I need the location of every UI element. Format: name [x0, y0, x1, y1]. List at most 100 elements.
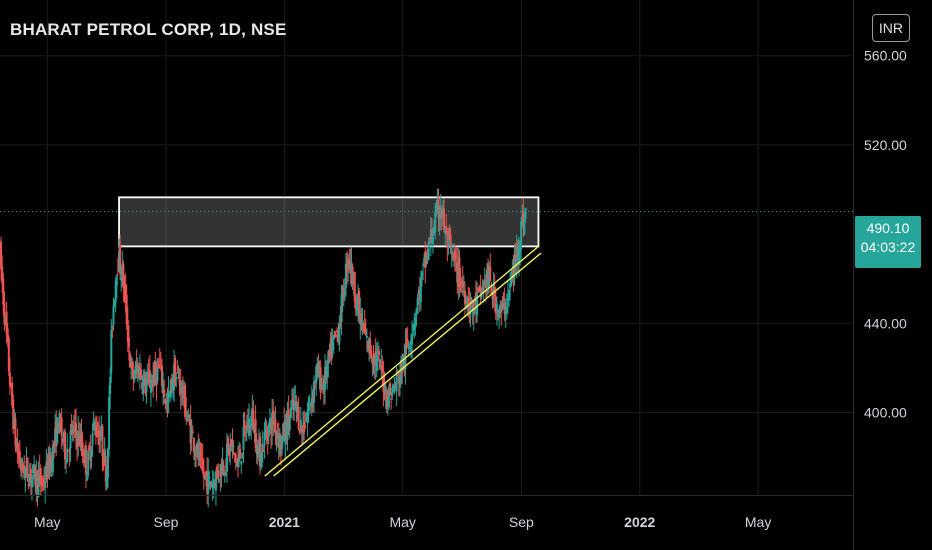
candle-body — [79, 433, 82, 440]
candle-body — [307, 408, 310, 416]
candle-body — [305, 419, 308, 421]
candle-body — [75, 423, 78, 435]
candle-body — [327, 351, 330, 365]
x-tick-label: 2021 — [269, 514, 300, 530]
candle-body — [397, 376, 400, 384]
candle-body — [138, 367, 141, 380]
candle-body — [309, 403, 312, 406]
candle-body — [25, 461, 28, 464]
candle-body — [26, 457, 29, 479]
candle-body — [119, 244, 122, 274]
candle-body — [6, 328, 9, 343]
candle-body — [325, 368, 328, 381]
candle-body — [375, 355, 378, 371]
candle-body — [293, 400, 296, 410]
candle-body — [227, 437, 230, 448]
candle-body — [154, 361, 157, 375]
candle-body — [437, 198, 440, 219]
candle-body — [398, 375, 401, 388]
x-tick-label: May — [389, 514, 415, 530]
candle-body — [447, 235, 450, 246]
candle-body — [93, 421, 96, 427]
candle-body — [241, 452, 244, 459]
candle-body — [406, 340, 409, 346]
candle-body — [7, 337, 10, 372]
resistance-zone[interactable] — [118, 196, 540, 248]
candle-body — [152, 374, 155, 387]
candle-body — [168, 391, 171, 393]
candle-body — [505, 306, 508, 312]
candle-body — [206, 471, 209, 494]
candle-body — [33, 464, 36, 469]
candle-body — [450, 248, 453, 254]
candle-body — [37, 475, 40, 497]
candle-body — [434, 212, 437, 233]
candle-body — [361, 319, 364, 329]
candle-body — [339, 320, 342, 322]
x-tick-label: Sep — [509, 514, 534, 530]
candle-body — [402, 354, 405, 370]
y-tick-label: 440.00 — [864, 315, 907, 331]
candle-body — [313, 381, 316, 403]
candle-body — [428, 241, 431, 243]
candle-body — [418, 290, 421, 300]
candle-body — [308, 401, 311, 403]
candle-body — [300, 425, 303, 433]
candle-body — [191, 432, 194, 434]
candle-body — [466, 297, 469, 308]
candle-body — [385, 389, 388, 408]
trendlines[interactable] — [0, 211, 853, 477]
candle-body — [458, 257, 461, 287]
currency-button[interactable]: INR — [871, 14, 910, 42]
candle-body — [210, 486, 213, 488]
candle-body — [482, 281, 485, 292]
candle-body — [196, 443, 199, 453]
candle-body — [92, 420, 95, 430]
candle-body — [129, 353, 132, 368]
candle-body — [90, 450, 93, 458]
candle-body — [389, 383, 392, 396]
candle-body — [199, 453, 202, 455]
candle-body — [435, 205, 438, 214]
candle-body — [419, 278, 422, 303]
candle-body — [303, 421, 306, 433]
candle-body — [289, 408, 292, 419]
candle-body — [243, 420, 246, 428]
candle-body — [198, 451, 201, 460]
candle-body — [279, 440, 282, 451]
candle-body — [292, 399, 295, 408]
grid — [0, 0, 853, 495]
candle-body — [163, 389, 166, 397]
candle-body — [287, 409, 290, 424]
candle-body — [64, 431, 67, 460]
candle-body — [156, 366, 159, 381]
candle-body — [322, 379, 325, 392]
candle-body — [146, 374, 149, 383]
candle-body — [11, 382, 14, 406]
candle-body — [463, 290, 466, 304]
candle-body — [445, 226, 448, 232]
candle-body — [524, 207, 527, 220]
candle-body — [476, 294, 479, 316]
candle-body — [336, 329, 339, 333]
candle-body — [438, 216, 441, 221]
candle-body — [503, 301, 506, 315]
candle-body — [235, 461, 238, 467]
candle-body — [272, 409, 275, 425]
candle-body — [100, 428, 103, 436]
candle-body — [18, 451, 21, 465]
last-price-value: 490.10 — [866, 220, 910, 236]
candle-body — [271, 413, 274, 432]
candle-body — [120, 278, 123, 280]
candle-body — [30, 475, 33, 487]
bar-countdown: 04:03:22 — [860, 239, 916, 255]
candle-body — [348, 258, 351, 264]
candle-body — [34, 467, 37, 486]
candle-body — [8, 372, 11, 387]
candle-body — [12, 399, 15, 429]
candle-body — [134, 365, 137, 375]
candle-body — [411, 335, 414, 345]
candle-body — [240, 460, 243, 465]
resistance-box — [118, 196, 540, 248]
